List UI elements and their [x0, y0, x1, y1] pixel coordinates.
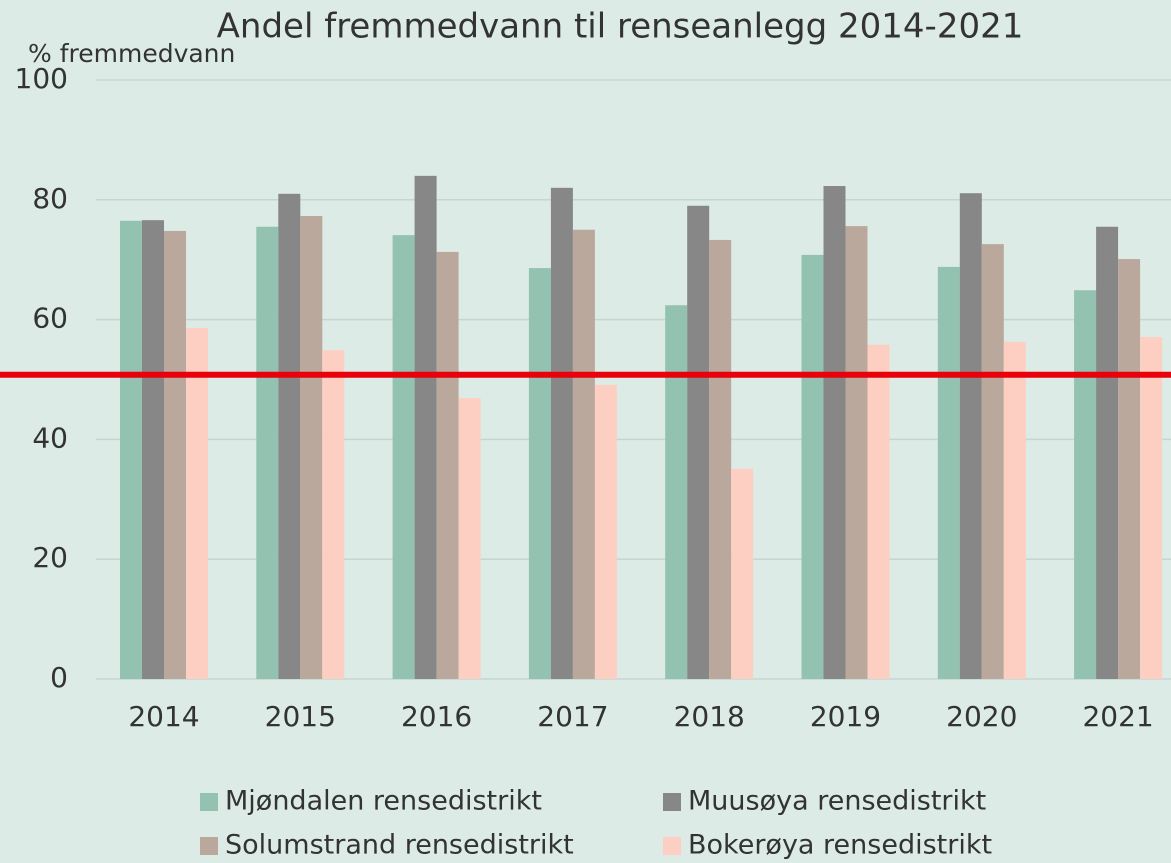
- bar: [665, 305, 688, 679]
- bar: [867, 344, 890, 679]
- bar: [528, 268, 551, 679]
- bar: [414, 175, 437, 679]
- x-tick-label: 2021: [1082, 700, 1153, 733]
- x-tick-label: 2018: [674, 700, 745, 733]
- x-tick-label: 2014: [128, 700, 199, 733]
- legend-label: Solumstrand rensedistrikt: [225, 830, 574, 861]
- y-tick-label: 40: [32, 421, 68, 454]
- bar: [845, 226, 868, 679]
- bar: [1096, 226, 1119, 679]
- x-tick-label: 2019: [810, 700, 881, 733]
- bar: [256, 226, 279, 679]
- bar: [731, 468, 754, 679]
- x-tick-label: 2015: [265, 700, 336, 733]
- legend-swatch: [200, 837, 218, 855]
- bar: [1003, 341, 1026, 679]
- bar: [164, 230, 186, 679]
- bar: [300, 215, 323, 679]
- x-tick-label: 2017: [537, 700, 608, 733]
- bar: [322, 350, 345, 679]
- bar: [1118, 259, 1141, 679]
- y-tick-label: 0: [50, 661, 68, 694]
- bar: [687, 205, 710, 680]
- y-tick-label: 100: [15, 62, 68, 95]
- legend-label: Muusøya rensedistrikt: [688, 786, 986, 817]
- y-tick-label: 60: [32, 302, 68, 335]
- bar: [937, 266, 960, 679]
- bar: [458, 398, 481, 679]
- legend-swatch: [663, 793, 681, 811]
- bar: [550, 187, 573, 679]
- bar: [594, 384, 617, 679]
- bar: [572, 229, 595, 679]
- bar: [1140, 336, 1163, 679]
- bar: [120, 220, 142, 679]
- bar: [1074, 290, 1097, 679]
- bar: [186, 327, 208, 679]
- y-axis-label: % fremmedvann: [28, 39, 235, 68]
- legend-label: Bokerøya rensedistrikt: [688, 830, 992, 861]
- bar: [801, 254, 824, 679]
- y-tick-label: 80: [32, 182, 68, 215]
- bar: [823, 186, 846, 679]
- bar: [392, 235, 415, 680]
- chart-title: Andel fremmedvann til renseanlegg 2014-2…: [217, 7, 1024, 47]
- legend-label: Mjøndalen rensedistrikt: [225, 786, 542, 817]
- x-tick-label: 2016: [401, 700, 472, 733]
- bar: [959, 193, 982, 679]
- bar: [981, 244, 1004, 679]
- x-tick-label: 2020: [946, 700, 1017, 733]
- bar: [278, 193, 301, 679]
- legend-swatch: [663, 837, 681, 855]
- bar: [142, 220, 164, 679]
- y-tick-label: 20: [32, 541, 68, 574]
- legend-swatch: [200, 793, 218, 811]
- bar: [436, 251, 459, 679]
- bar: [709, 239, 732, 680]
